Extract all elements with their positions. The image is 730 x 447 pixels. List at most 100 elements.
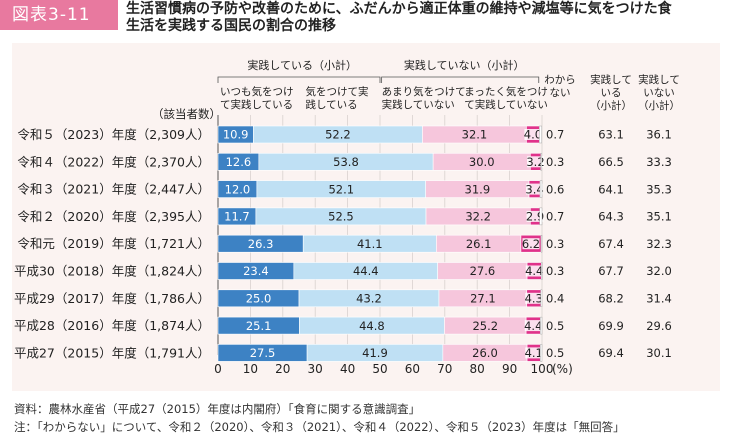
bar-value-label: 25.1 — [246, 319, 272, 333]
x-tick-label: 90 — [502, 362, 517, 376]
bar-value-label: 26.1 — [466, 237, 492, 251]
practicing-subtotal-value: 67.7 — [598, 264, 624, 278]
bar-value-label: 12.6 — [226, 155, 252, 169]
bar-value-label: 6.2 — [522, 237, 540, 251]
bar-value-label: 4.1 — [525, 346, 543, 360]
x-tick-label: 50 — [372, 362, 387, 376]
unknown-value-label: 0.3 — [546, 155, 564, 169]
bar-value-label: 27.1 — [470, 292, 496, 306]
unknown-value-label: 0.3 — [546, 237, 564, 251]
bar-value-label: 41.9 — [362, 346, 388, 360]
x-tick-label: 10 — [243, 362, 258, 376]
practicing-subtotal-value: 68.2 — [598, 292, 624, 306]
bar-value-label: 52.1 — [328, 182, 354, 196]
not-practicing-subtotal-value: 35.3 — [646, 182, 672, 196]
not-practicing-subtotal-value: 32.0 — [646, 264, 672, 278]
bar-value-label: 26.0 — [472, 346, 498, 360]
bar-value-label: 12.0 — [225, 182, 251, 196]
figure-title-line-1: 生活習慣病の予防や改善のために、ふだんから適正体重の維持や減塩等に気をつけた食 — [126, 1, 672, 17]
stacked-bar-chart: 0 10 20 30 40 50 60 70 80 90 100(%)実践している（小計） 実践してい… — [12, 43, 720, 391]
x-tick-label: 30 — [308, 362, 323, 376]
practicing-subtotal-value: 66.5 — [598, 155, 624, 169]
x-tick-label: 40 — [340, 362, 355, 376]
bar-unknown — [539, 125, 542, 144]
group-header-not-practicing: 実践していない（小計） — [404, 58, 525, 72]
bar-unknown — [540, 289, 543, 308]
practicing-subtotal-value: 64.1 — [598, 182, 624, 196]
bar-value-label: 25.0 — [246, 292, 272, 306]
footnote: 注：「わからない」について、令和２（2020）、令和３（2021）、令和４（20… — [14, 420, 625, 434]
unknown-value-label: 0.7 — [546, 210, 564, 224]
bar-value-label: 41.1 — [357, 237, 383, 251]
bracket-practicing — [217, 76, 381, 83]
x-axis-unit: (%) — [552, 362, 573, 376]
col-header-not-much: あまり気をつけて実践していない — [382, 85, 466, 111]
col-header-unknown: わからない — [544, 74, 576, 99]
bar-value-label: 4.4 — [525, 264, 543, 278]
bar-value-label: 4.0 — [524, 128, 542, 142]
bar-value-label: 3.4 — [525, 182, 543, 196]
col-header-practicing-subtotal: 実践している（小計） — [590, 73, 632, 112]
practicing-subtotal-value: 67.4 — [598, 237, 624, 251]
x-tick-label: 80 — [470, 362, 485, 376]
label-halo — [526, 210, 544, 222]
category-label: 平成28（2016）年度（1,874人） — [14, 318, 210, 333]
category-label: 令和２（2020）年度（2,395人） — [17, 209, 210, 224]
label-halo — [526, 183, 544, 195]
col-header-not-at-all: まったく気をつけて実践していない — [464, 85, 548, 111]
unknown-value-label: 0.5 — [546, 346, 564, 360]
not-practicing-subtotal-value: 32.3 — [646, 237, 672, 251]
bar-unknown — [540, 153, 542, 171]
bar-value-label: 43.2 — [356, 292, 382, 306]
not-practicing-subtotal-value: 33.3 — [646, 155, 672, 169]
unknown-value-label: 0.4 — [546, 292, 564, 306]
practicing-subtotal-value: 69.4 — [598, 346, 624, 360]
col-header-not-practicing-subtotal: 実践していない（小計） — [638, 73, 680, 112]
bracket-not-practicing — [381, 76, 540, 83]
bar-unknown — [539, 207, 543, 226]
figure-title: 生活習慣病の予防や改善のために、ふだんから適正体重の維持や減塩等に気をつけた食 … — [126, 1, 726, 35]
bar-value-label: 25.2 — [472, 319, 498, 333]
label-halo — [525, 292, 543, 304]
group-header-practicing: 実践している（小計） — [247, 58, 357, 72]
unknown-value-label: 0.3 — [546, 264, 564, 278]
bar-value-label: 27.5 — [250, 346, 276, 360]
bar-value-label: 44.4 — [353, 264, 379, 278]
bar-value-label: 4.4 — [524, 319, 542, 333]
bar-value-label: 31.9 — [465, 182, 491, 196]
bar-value-label: 52.2 — [325, 128, 351, 142]
bar-value-label: 32.1 — [462, 128, 488, 142]
bar-value-label: 26.3 — [248, 237, 274, 251]
practicing-subtotal-value: 64.3 — [598, 210, 624, 224]
bar-unknown — [540, 234, 543, 253]
bar-value-label: 11.7 — [224, 210, 250, 224]
x-tick-label: 20 — [275, 362, 290, 376]
category-label: 令和４（2022）年度（2,370人） — [17, 154, 210, 169]
unknown-value-label: 0.7 — [546, 128, 564, 142]
category-label: 平成30（2018）年度（1,824人） — [14, 264, 210, 279]
bar-value-label: 3.2 — [526, 155, 544, 169]
bar-value-label: 27.6 — [470, 264, 496, 278]
unknown-value-label: 0.5 — [546, 319, 564, 333]
bar-value-label: 53.8 — [333, 155, 359, 169]
bar-unknown — [539, 180, 543, 198]
label-halo — [527, 156, 545, 168]
source-note: 資料：農林水産省（平成27（2015）年度は内閣府）「食育に関する意識調査」 — [14, 402, 421, 416]
category-label: 平成29（2017）年度（1,786人） — [14, 291, 210, 306]
practicing-subtotal-value: 69.9 — [598, 319, 624, 333]
not-practicing-subtotal-value: 29.6 — [646, 319, 672, 333]
category-label: 令和５（2023）年度（2,309人） — [17, 127, 210, 142]
bar-unknown — [541, 262, 543, 280]
not-practicing-subtotal-value: 31.4 — [646, 292, 672, 306]
label-halo — [525, 265, 543, 277]
x-tick-label: 60 — [405, 362, 420, 376]
figure-title-line-2: 生活を実践する国民の割合の推移 — [126, 18, 336, 34]
label-halo — [524, 129, 542, 140]
count-header: （該当者数） — [152, 107, 221, 121]
bar-value-label: 32.2 — [465, 210, 491, 224]
figure-badge: 図表3-11 — [0, 0, 118, 30]
bar-unknown — [540, 344, 543, 362]
bar-value-label: 44.8 — [359, 319, 385, 333]
bar-value-label: 52.5 — [328, 210, 354, 224]
not-practicing-subtotal-value: 35.1 — [646, 210, 672, 224]
